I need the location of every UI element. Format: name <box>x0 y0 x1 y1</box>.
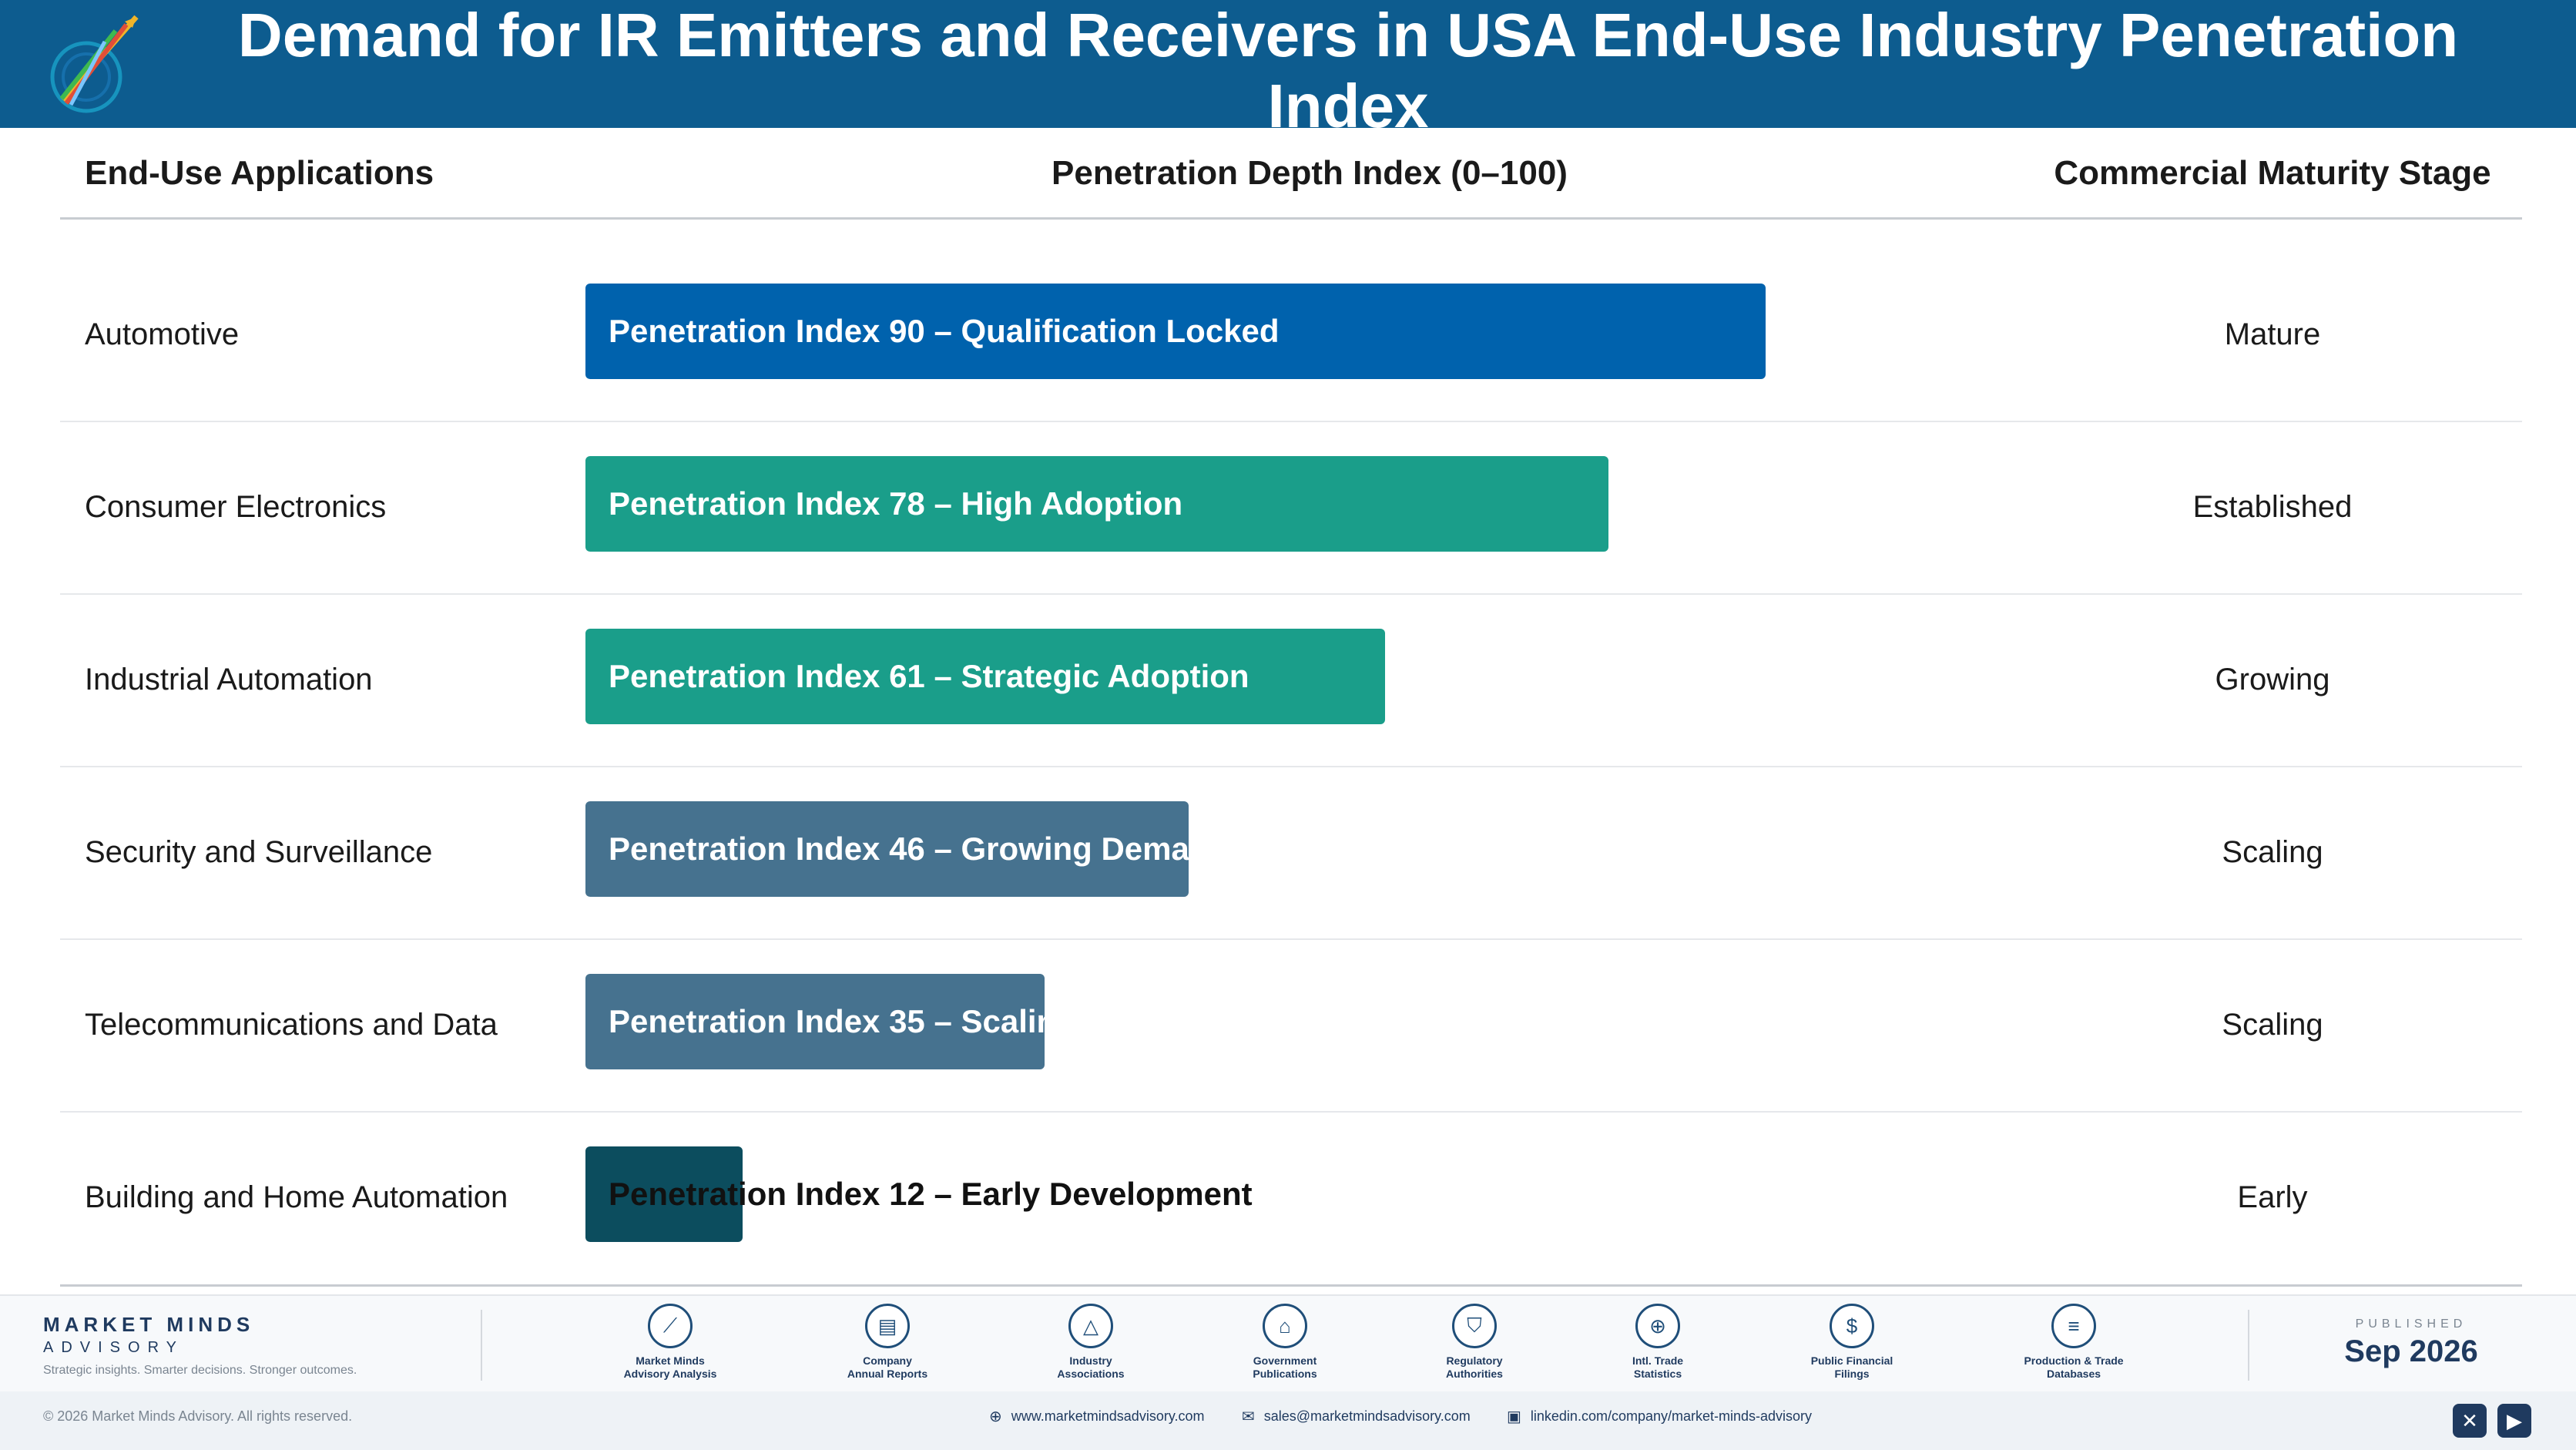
footer: MARKET MINDS ADVISORY Strategic insights… <box>0 1294 2576 1391</box>
penetration-bar <box>585 284 1766 379</box>
bar-label: Penetration Index 12 – Early Development <box>609 1176 1253 1212</box>
footer-divider-right <box>2248 1310 2249 1381</box>
brand-name: MARKET MINDS <box>43 1313 255 1336</box>
mail-icon: ✉ <box>1242 1408 1255 1425</box>
column-header-stage: Commercial Maturity Stage <box>2054 154 2491 192</box>
globe-icon: ⊕ <box>1635 1304 1680 1348</box>
application-label: Industrial Automation <box>85 663 373 696</box>
bar-label: Penetration Index 35 – Scaling <box>609 1003 1076 1039</box>
maturity-stage: Early <box>2237 1180 2308 1214</box>
application-label: Consumer Electronics <box>85 490 387 524</box>
x-social-icon[interactable]: ✕ <box>2453 1404 2487 1438</box>
published-date: Sep 2026 <box>2344 1334 2478 1368</box>
penetration-bar <box>585 974 1045 1069</box>
maturity-stage: Mature <box>2224 317 2321 351</box>
bar-label: Penetration Index 78 – High Adoption <box>609 485 1183 522</box>
maturity-stage: Growing <box>2215 663 2330 696</box>
header-divider <box>60 217 2522 220</box>
table-row: Building and Home Automation Penetration … <box>60 1111 2522 1284</box>
source-market-minds: ⟋ Market Minds Advisory Analysis <box>593 1304 747 1381</box>
source-regulatory-authorities: ⛉ Regulatory Authorities <box>1397 1304 1551 1381</box>
header-banner: Demand for IR Emitters and Receivers in … <box>0 0 2576 140</box>
youtube-social-icon[interactable]: ▶ <box>2497 1404 2531 1438</box>
bottom-divider <box>60 1284 2522 1287</box>
penetration-bar <box>585 801 1189 897</box>
source-company-reports: ▤ Company Annual Reports <box>810 1304 964 1381</box>
table-row: Security and Surveillance Penetration Ind… <box>60 766 2522 940</box>
maturity-stage: Scaling <box>2222 835 2323 869</box>
source-trade-databases: ≡ Production & Trade Databases <box>1997 1304 2151 1381</box>
document-icon: ▤ <box>865 1304 910 1348</box>
chart-icon: ⟋ <box>648 1304 693 1348</box>
column-header-index: Penetration Depth Index (0–100) <box>1052 154 1568 192</box>
dollar-icon: $ <box>1830 1304 1874 1348</box>
brand-tagline: Strategic insights. Smarter decisions. S… <box>43 1364 357 1377</box>
penetration-bar <box>585 629 1385 724</box>
source-government-publications: ⌂ Government Publications <box>1208 1304 1362 1381</box>
source-industry-associations: △ Industry Associations <box>1014 1304 1168 1381</box>
table-row: Automotive Penetration Index 90 – Qualifi… <box>60 248 2522 422</box>
bottom-bar: © 2026 Market Minds Advisory. All rights… <box>0 1391 2576 1450</box>
database-icon: ≡ <box>2051 1304 2096 1348</box>
bar-label: Penetration Index 46 – Growing Demand <box>609 831 1229 867</box>
table-row: Industrial Automation Penetration Index 6… <box>60 593 2522 767</box>
application-label: Building and Home Automation <box>85 1180 508 1214</box>
network-icon: △ <box>1068 1304 1113 1348</box>
table-row: Telecommunications and Data Penetration I… <box>60 938 2522 1113</box>
maturity-stage: Established <box>2192 490 2353 524</box>
source-trade-statistics: ⊕ Intl. Trade Statistics <box>1581 1304 1735 1381</box>
penetration-bar <box>585 1146 743 1242</box>
company-logo <box>50 15 139 113</box>
page-title: Demand for IR Emitters and Receivers in … <box>237 1 2459 140</box>
globe-icon: ⊕ <box>989 1408 1002 1425</box>
published-label: PUBLISHED <box>2355 1317 2467 1331</box>
bar-label: Penetration Index 90 – Qualification Loc… <box>609 313 1280 349</box>
shield-icon: ⛉ <box>1452 1304 1497 1348</box>
email-link[interactable]: ✉ sales@marketmindsadvisory.com <box>1242 1408 1471 1425</box>
linkedin-icon: ▣ <box>1507 1408 1521 1425</box>
column-header-applications: End-Use Applications <box>85 154 434 192</box>
linkedin-link[interactable]: ▣ linkedin.com/company/market-minds-advi… <box>1507 1408 1813 1425</box>
brand-sub: ADVISORY <box>43 1339 184 1356</box>
government-icon: ⌂ <box>1263 1304 1307 1348</box>
maturity-stage: Scaling <box>2222 1008 2323 1042</box>
application-label: Telecommunications and Data <box>85 1008 498 1042</box>
penetration-bar <box>585 456 1608 552</box>
application-label: Security and Surveillance <box>85 835 433 869</box>
website-link[interactable]: ⊕ www.marketmindsadvisory.com <box>989 1408 1205 1425</box>
footer-divider <box>481 1310 482 1381</box>
table-row: Consumer Electronics Penetration Index 78… <box>60 421 2522 595</box>
application-label: Automotive <box>85 317 240 351</box>
bar-label: Penetration Index 61 – Strategic Adoptio… <box>609 658 1249 694</box>
source-financial-filings: $ Public Financial Filings <box>1775 1304 1929 1381</box>
copyright: © 2026 Market Minds Advisory. All rights… <box>43 1408 353 1424</box>
